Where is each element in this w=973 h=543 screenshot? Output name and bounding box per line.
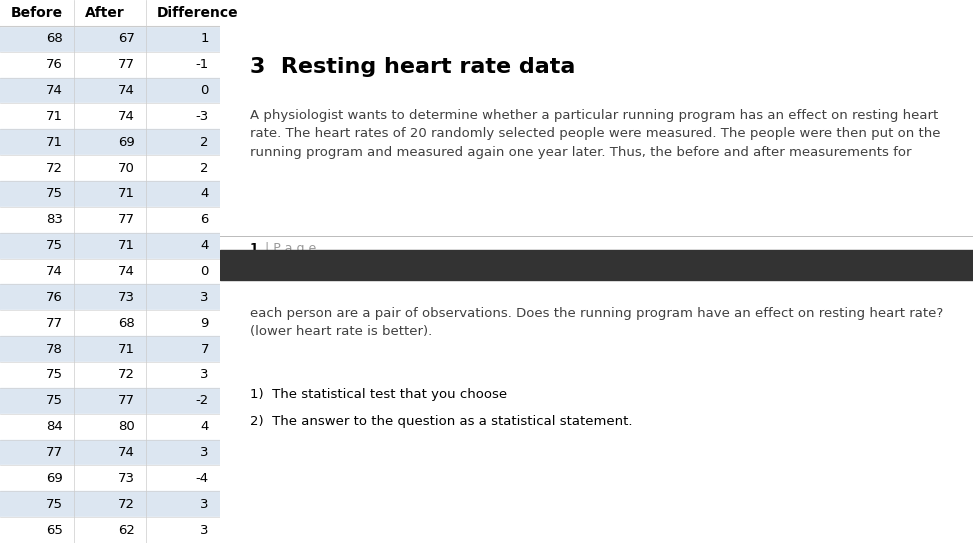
Text: 75: 75 — [46, 187, 62, 200]
Text: 74: 74 — [119, 446, 135, 459]
Text: 73: 73 — [119, 291, 135, 304]
Text: 3: 3 — [200, 446, 209, 459]
Text: 68: 68 — [46, 32, 62, 45]
Text: 75: 75 — [46, 369, 62, 381]
Text: -2: -2 — [196, 394, 209, 407]
Text: 75: 75 — [46, 239, 62, 252]
Text: 70: 70 — [119, 162, 135, 174]
Text: 3: 3 — [200, 291, 209, 304]
Text: A physiologist wants to determine whether a particular running program has an ef: A physiologist wants to determine whethe… — [250, 109, 941, 159]
Text: 2)  The answer to the question as a statistical statement.: 2) The answer to the question as a stati… — [250, 415, 632, 428]
Text: 74: 74 — [46, 265, 62, 278]
Text: 83: 83 — [46, 213, 62, 226]
Text: 77: 77 — [119, 213, 135, 226]
Text: 3  Resting heart rate data: 3 Resting heart rate data — [250, 57, 575, 77]
Bar — [0, 207, 220, 233]
Text: 7: 7 — [200, 343, 209, 356]
Bar — [0, 26, 220, 52]
Bar — [0, 181, 220, 207]
Bar — [0, 310, 220, 336]
Bar — [0, 258, 220, 285]
Text: 3: 3 — [200, 369, 209, 381]
Bar — [220, 250, 973, 280]
Text: 76: 76 — [46, 291, 62, 304]
Text: 1: 1 — [250, 242, 259, 255]
Bar — [0, 491, 220, 517]
Text: 72: 72 — [119, 369, 135, 381]
Bar — [0, 440, 220, 465]
Text: 77: 77 — [119, 58, 135, 71]
Text: 80: 80 — [119, 420, 135, 433]
Text: 72: 72 — [46, 162, 62, 174]
Bar — [0, 103, 220, 129]
Text: 71: 71 — [119, 239, 135, 252]
Text: 75: 75 — [46, 394, 62, 407]
Text: each person are a pair of observations. Does the running program have an effect : each person are a pair of observations. … — [250, 307, 943, 338]
Text: 9: 9 — [200, 317, 209, 330]
Bar — [0, 465, 220, 491]
Text: 4: 4 — [200, 239, 209, 252]
Text: 71: 71 — [46, 136, 62, 149]
Text: -4: -4 — [196, 472, 209, 485]
Bar — [0, 155, 220, 181]
Text: Before: Before — [11, 6, 63, 20]
Text: 73: 73 — [119, 472, 135, 485]
Bar — [0, 0, 220, 26]
Text: 74: 74 — [119, 110, 135, 123]
Text: 67: 67 — [119, 32, 135, 45]
Text: 72: 72 — [119, 498, 135, 511]
Text: 2: 2 — [200, 162, 209, 174]
Text: -1: -1 — [196, 58, 209, 71]
Text: 6: 6 — [200, 213, 209, 226]
Text: 71: 71 — [46, 110, 62, 123]
Text: 84: 84 — [46, 420, 62, 433]
Text: After: After — [85, 6, 125, 20]
Text: 0: 0 — [200, 265, 209, 278]
Bar — [0, 517, 220, 543]
Text: 69: 69 — [46, 472, 62, 485]
Text: 4: 4 — [200, 187, 209, 200]
Text: 75: 75 — [46, 498, 62, 511]
Text: 74: 74 — [119, 84, 135, 97]
Bar — [0, 414, 220, 440]
Text: 71: 71 — [119, 343, 135, 356]
Bar — [0, 52, 220, 78]
Text: Difference: Difference — [158, 6, 238, 20]
Bar — [0, 388, 220, 414]
Text: 0: 0 — [200, 84, 209, 97]
Text: 2: 2 — [200, 136, 209, 149]
Text: | P a g e: | P a g e — [262, 242, 316, 255]
Bar — [0, 129, 220, 155]
Text: 76: 76 — [46, 58, 62, 71]
Bar — [0, 336, 220, 362]
Bar — [0, 233, 220, 258]
Bar — [0, 285, 220, 310]
Text: 74: 74 — [119, 265, 135, 278]
Text: 77: 77 — [46, 446, 62, 459]
Text: 77: 77 — [119, 394, 135, 407]
Text: 74: 74 — [46, 84, 62, 97]
Text: 78: 78 — [46, 343, 62, 356]
Bar — [0, 362, 220, 388]
Text: 65: 65 — [46, 523, 62, 536]
Text: 4: 4 — [200, 420, 209, 433]
Text: 1)  The statistical test that you choose: 1) The statistical test that you choose — [250, 388, 507, 401]
Bar — [0, 78, 220, 103]
Text: 62: 62 — [119, 523, 135, 536]
Text: 71: 71 — [119, 187, 135, 200]
Text: 68: 68 — [119, 317, 135, 330]
Text: 1: 1 — [200, 32, 209, 45]
Text: 3: 3 — [200, 523, 209, 536]
Text: 3: 3 — [200, 498, 209, 511]
Text: 69: 69 — [119, 136, 135, 149]
Text: -3: -3 — [196, 110, 209, 123]
Text: 77: 77 — [46, 317, 62, 330]
